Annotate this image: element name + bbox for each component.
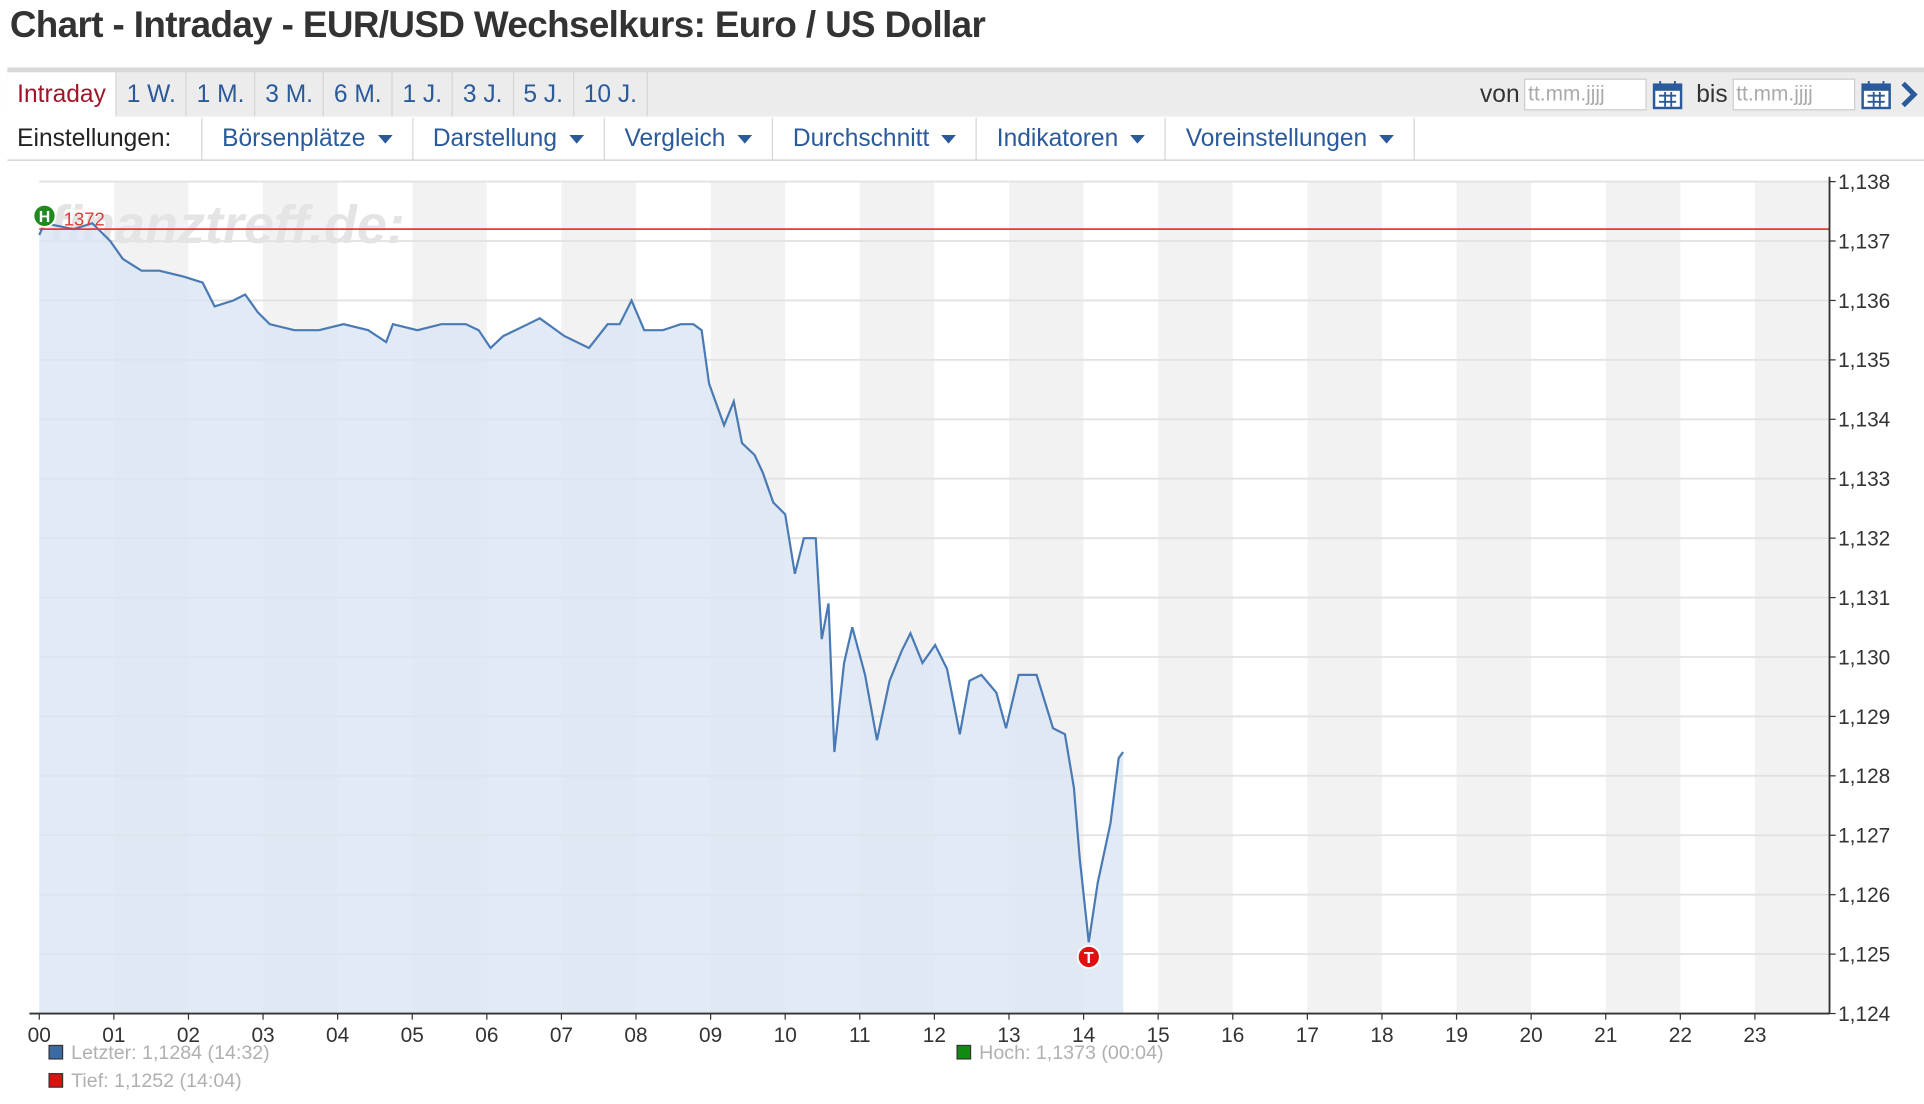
y-tick-label: 1,128	[1838, 765, 1890, 788]
x-tick-label: 09	[699, 1024, 722, 1047]
settings-menu[interactable]: Darstellung	[411, 117, 604, 160]
x-tick-label: 11	[849, 1024, 871, 1047]
stat-swatch	[48, 1073, 64, 1088]
y-tick-label: 1,129	[1838, 706, 1890, 729]
go-arrow[interactable]	[1892, 79, 1924, 111]
stat-label: Tief: 1,1252 (14:04)	[71, 1070, 242, 1092]
range-tab[interactable]: 1 M.	[187, 72, 256, 117]
x-tick-label: 03	[251, 1024, 274, 1047]
range-tab[interactable]: 3 M.	[255, 72, 325, 117]
y-tick-label: 1,131	[1838, 587, 1890, 610]
range-tab[interactable]: 3 J.	[453, 72, 514, 117]
price-line	[38, 221, 1124, 943]
x-tick-label: 01	[102, 1024, 125, 1047]
x-tick-label: 18	[1370, 1024, 1393, 1047]
x-tick-label: 02	[177, 1024, 200, 1047]
x-tick-label: 20	[1520, 1024, 1543, 1047]
chart: 1,124 1,125 1,126 1,127 1,128 1,129 1,130 1,131…	[28, 171, 1891, 1092]
y-tick-label: 1,133	[1838, 468, 1890, 491]
settings-menu[interactable]: Börsenplätze	[201, 117, 412, 160]
range-tab[interactable]: 5 J.	[514, 72, 574, 117]
marker-label: T	[1084, 950, 1094, 967]
x-tick-label: 12	[923, 1024, 946, 1047]
x-tick-label: 00	[28, 1024, 51, 1047]
stat-label: Letzter: 1,1284 (14:32)	[71, 1042, 270, 1064]
marker-dot	[32, 203, 57, 228]
range-tab[interactable]: 6 M.	[324, 72, 393, 117]
settings-menu[interactable]: Voreinstellungen	[1164, 117, 1416, 160]
from-label: von	[1480, 80, 1520, 108]
y-tick-label: 1,127	[1838, 825, 1890, 848]
y-tick-label: 1,126	[1838, 884, 1890, 907]
settings-label: Einstellungen:	[17, 125, 172, 153]
extreme-marker: H	[32, 203, 57, 228]
range-tab[interactable]: 1 W.	[117, 72, 187, 117]
x-tick-label: 04	[326, 1024, 349, 1047]
reference-label: 1372	[64, 208, 105, 229]
area	[39, 223, 1124, 1014]
y-tick-label: 1,125	[1838, 943, 1890, 966]
y-tick-label: 1,135	[1838, 349, 1890, 372]
calendar-icon[interactable]	[1652, 79, 1684, 111]
x-tick-label: 19	[1445, 1024, 1468, 1047]
y-tick-label: 1,134	[1838, 409, 1890, 432]
divider	[7, 67, 1924, 73]
marker-dot	[1076, 944, 1101, 969]
y-tick-label: 1,138	[1838, 171, 1890, 194]
x-tick-label: 13	[997, 1024, 1020, 1047]
stat-swatch	[956, 1044, 972, 1060]
date-range: von tt.mm.jjjj bis tt.mm.jjjj	[1480, 72, 1924, 116]
y-tick-label: 1,124	[1838, 1003, 1890, 1026]
x-tick-label: 08	[624, 1024, 647, 1047]
x-tick-label: 05	[401, 1024, 424, 1047]
x-tick-label: 07	[550, 1024, 573, 1047]
to-label: bis	[1696, 80, 1728, 108]
calendar-icon[interactable]	[1860, 79, 1892, 111]
x-tick-label: 23	[1743, 1024, 1766, 1047]
from-input[interactable]: tt.mm.jjjj	[1524, 78, 1648, 111]
settings-menu[interactable]: Indikatoren	[975, 117, 1165, 160]
settings-menu[interactable]: Vergleich	[603, 117, 772, 160]
y-tick-label: 1,137	[1838, 230, 1890, 253]
y-tick-label: 1,130	[1838, 646, 1890, 669]
y-tick-label: 1,132	[1838, 528, 1890, 551]
marker-label: H	[39, 209, 51, 226]
x-tick-label: 17	[1296, 1024, 1319, 1047]
to-input[interactable]: tt.mm.jjjj	[1732, 78, 1856, 111]
range-tab[interactable]: 10 J.	[574, 72, 649, 117]
settings-bar: Einstellungen: Börsenplätze Darstellung Ve…	[7, 117, 1924, 161]
page-title: Chart - Intraday - EUR/USD Wechselkurs: …	[9, 4, 986, 46]
settings-menu[interactable]: Durchschnitt	[772, 117, 976, 160]
x-tick-label: 22	[1669, 1024, 1692, 1047]
x-tick-label: 10	[774, 1024, 797, 1047]
x-tick-label: 14	[1072, 1024, 1095, 1047]
extreme-marker: T	[1076, 944, 1101, 969]
x-tick-label: 16	[1221, 1024, 1244, 1047]
x-tick-label: 21	[1594, 1024, 1617, 1047]
range-tab[interactable]: 1 J.	[393, 72, 454, 117]
stat-label: Hoch: 1,1373 (00:04)	[979, 1042, 1163, 1064]
range-tab[interactable]: Intraday	[7, 72, 117, 117]
x-tick-label: 15	[1147, 1024, 1170, 1047]
x-tick-label: 06	[475, 1024, 498, 1047]
stat-swatch	[48, 1044, 64, 1060]
y-tick-label: 1,136	[1838, 290, 1890, 313]
